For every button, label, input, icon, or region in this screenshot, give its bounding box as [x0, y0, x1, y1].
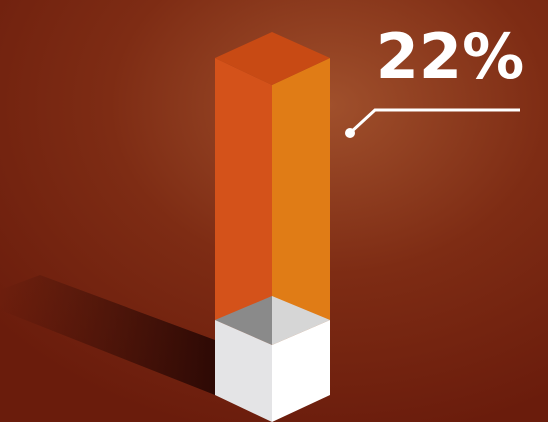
callout-dot	[345, 128, 355, 138]
infographic: 22%	[0, 0, 548, 422]
callout-label: 22%	[376, 20, 524, 93]
